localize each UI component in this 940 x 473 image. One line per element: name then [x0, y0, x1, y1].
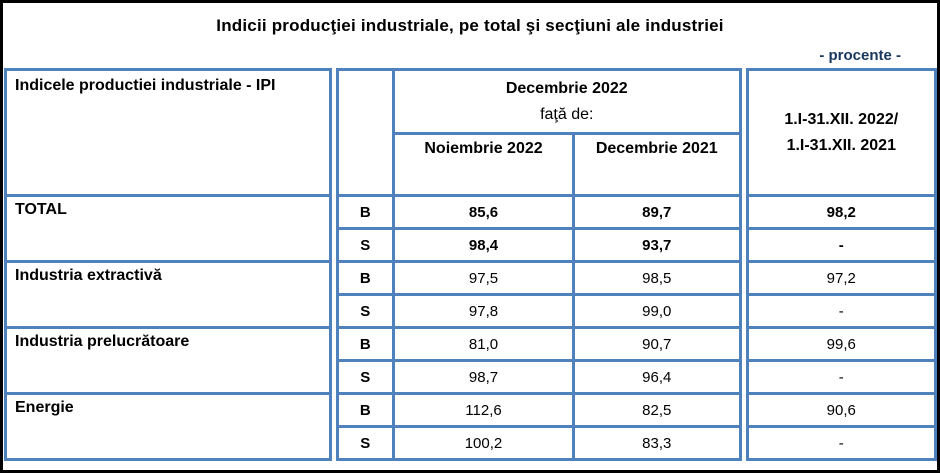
unit-note: - procente - [819, 47, 901, 64]
value-cell: 97,5 [392, 260, 575, 296]
column-header-group: Decembrie 2022 faţă de: [391, 68, 746, 135]
value-cell: 85,6 [392, 194, 575, 230]
value-cell: 99,6 [738, 326, 937, 362]
value-cell: 93,7 [571, 227, 746, 263]
value-cell: 112,6 [392, 392, 575, 428]
column-header-noiembrie: Noiembrie 2022 [392, 132, 575, 197]
column-header-decembrie: Decembrie 2021 [571, 132, 746, 197]
page-title: Indicii producţiei industriale, pe total… [216, 16, 724, 35]
value-cell: 81,0 [392, 326, 575, 362]
group-header-line1: Decembrie 2022 [505, 80, 628, 97]
value-cell: - [738, 425, 937, 461]
value-cell: - [738, 293, 937, 329]
series-key-cell: B [328, 392, 395, 428]
table-row: S 98,7 96,4 - [6, 359, 937, 395]
row-label: Industria prelucrătoare [4, 326, 335, 395]
value-cell: 82,5 [571, 392, 746, 428]
value-cell: 98,7 [392, 359, 575, 395]
value-cell: 89,7 [571, 194, 746, 230]
value-cell: - [738, 227, 937, 263]
period-header-line1: 1.I-31.XII. 2022/ [784, 110, 899, 128]
value-cell: - [738, 359, 937, 395]
value-cell: 97,8 [392, 293, 575, 329]
table-row: S 97,8 99,0 - [6, 293, 937, 329]
value-cell: 97,2 [738, 260, 937, 296]
series-key-cell: S [328, 293, 395, 329]
row-label: Energie [4, 392, 335, 461]
table-row: S 98,4 93,7 - [6, 227, 937, 263]
series-key-cell: S [328, 227, 395, 263]
series-key-cell: B [328, 260, 395, 296]
series-key-cell: B [328, 326, 395, 362]
value-cell: 98,5 [571, 260, 746, 296]
value-cell: 98,2 [738, 194, 937, 230]
table-row: S 100,2 83,3 - [6, 425, 937, 461]
column-header-indicator: Indicele productiei industriale - IPI [4, 68, 335, 197]
value-cell: 90,7 [571, 326, 746, 362]
series-key-cell: S [328, 425, 395, 461]
value-cell: 90,6 [738, 392, 937, 428]
series-key-cell: B [328, 194, 395, 230]
group-header-line2: faţă de: [540, 106, 594, 123]
column-header-series-key [328, 68, 395, 197]
value-cell: 98,4 [392, 227, 575, 263]
value-cell: 83,3 [571, 425, 746, 461]
period-header-line2: 1.I-31.XII. 2021 [786, 136, 896, 154]
value-cell: 100,2 [392, 425, 575, 461]
table-row: TOTAL B 85,6 89,7 98,2 [4, 194, 937, 263]
table-row: Industria extractivă B 97,5 98,5 97,2 [4, 260, 937, 329]
value-cell: 96,4 [571, 359, 746, 395]
ipi-table: Indicele productiei industriale - IPI De… [4, 68, 937, 461]
column-header-period: 1.I-31.XII. 2022/ 1.I-31.XII. 2021 [738, 68, 937, 197]
table-row: Energie B 112,6 82,5 90,6 [4, 392, 937, 461]
table-row: Industria prelucrătoare B 81,0 90,7 99,6 [4, 326, 937, 395]
row-label: Industria extractivă [4, 260, 335, 329]
row-label: TOTAL [4, 194, 335, 263]
value-cell: 99,0 [571, 293, 746, 329]
series-key-cell: S [328, 359, 395, 395]
